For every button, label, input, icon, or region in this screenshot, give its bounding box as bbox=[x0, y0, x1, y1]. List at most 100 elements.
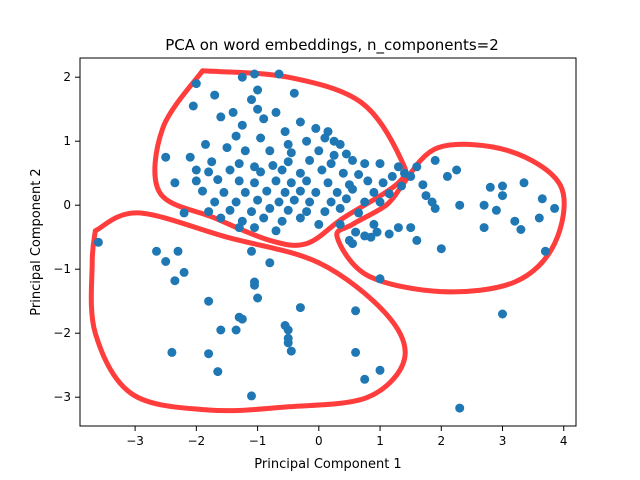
data-point bbox=[161, 152, 171, 162]
data-point bbox=[271, 176, 281, 186]
data-point bbox=[265, 258, 275, 268]
data-point bbox=[277, 165, 287, 175]
y-tick-label: −1 bbox=[53, 262, 71, 276]
data-point bbox=[247, 95, 256, 105]
data-point bbox=[185, 152, 195, 162]
data-point bbox=[335, 219, 345, 229]
data-point bbox=[231, 325, 241, 335]
data-point bbox=[498, 191, 507, 201]
data-point bbox=[326, 197, 336, 207]
data-point bbox=[237, 314, 247, 324]
data-point bbox=[277, 216, 287, 226]
data-point bbox=[210, 197, 220, 207]
data-point bbox=[222, 143, 232, 153]
data-point bbox=[286, 178, 296, 188]
data-point bbox=[268, 161, 278, 170]
data-point bbox=[479, 200, 489, 210]
data-point bbox=[498, 309, 507, 319]
data-point bbox=[256, 133, 266, 143]
data-point bbox=[418, 180, 428, 190]
data-point bbox=[540, 246, 550, 256]
data-point bbox=[406, 171, 416, 181]
data-point bbox=[204, 207, 214, 217]
y-axis-label: Principal Component 2 bbox=[29, 168, 44, 315]
data-point bbox=[314, 219, 324, 229]
data-point bbox=[295, 213, 305, 223]
data-point bbox=[326, 159, 336, 169]
data-point bbox=[360, 197, 370, 207]
points-layer bbox=[93, 69, 560, 413]
x-tick-label: 2 bbox=[437, 434, 445, 448]
data-point bbox=[311, 123, 321, 133]
data-point bbox=[283, 139, 293, 149]
data-point bbox=[335, 203, 345, 213]
data-point bbox=[375, 365, 385, 375]
data-point bbox=[412, 235, 422, 245]
data-point bbox=[207, 157, 217, 167]
data-point bbox=[201, 139, 210, 149]
data-point bbox=[360, 374, 370, 384]
data-point bbox=[320, 207, 330, 217]
y-tick-label: 0 bbox=[63, 198, 71, 212]
x-tick-label: −1 bbox=[249, 434, 267, 448]
data-point bbox=[323, 178, 333, 188]
data-point bbox=[360, 159, 370, 169]
data-point bbox=[295, 168, 305, 178]
data-point bbox=[387, 171, 397, 181]
data-point bbox=[341, 149, 351, 159]
data-point bbox=[338, 168, 348, 178]
data-point bbox=[173, 246, 183, 256]
data-point bbox=[286, 346, 296, 356]
data-point bbox=[198, 186, 207, 196]
data-point bbox=[265, 146, 275, 156]
cluster-outline-2 bbox=[334, 141, 567, 295]
data-point bbox=[286, 148, 296, 158]
data-point bbox=[240, 146, 250, 156]
data-point bbox=[274, 69, 284, 79]
data-point bbox=[283, 325, 293, 335]
data-point bbox=[348, 239, 357, 249]
data-point bbox=[421, 191, 431, 201]
data-point bbox=[250, 178, 259, 188]
data-point bbox=[213, 175, 223, 185]
data-point bbox=[250, 162, 259, 172]
data-point bbox=[280, 187, 290, 197]
data-point bbox=[363, 176, 373, 186]
data-point bbox=[295, 117, 305, 127]
data-point bbox=[375, 274, 385, 284]
data-point bbox=[537, 194, 547, 204]
data-point bbox=[289, 88, 299, 98]
data-point bbox=[283, 338, 293, 348]
data-point bbox=[179, 267, 189, 277]
data-point bbox=[191, 79, 201, 89]
data-point bbox=[436, 244, 446, 254]
x-tick-label: −3 bbox=[126, 434, 144, 448]
data-point bbox=[237, 72, 247, 82]
data-point bbox=[302, 136, 312, 146]
data-point bbox=[516, 225, 526, 234]
data-point bbox=[393, 223, 403, 233]
data-point bbox=[479, 223, 489, 233]
y-tick-label: 1 bbox=[63, 134, 71, 148]
data-point bbox=[354, 170, 364, 179]
data-point bbox=[274, 197, 284, 207]
data-point bbox=[491, 205, 501, 215]
data-point bbox=[237, 120, 247, 130]
data-point bbox=[351, 306, 361, 316]
data-point bbox=[335, 139, 345, 149]
y-tick-label: −2 bbox=[53, 326, 71, 340]
data-point bbox=[384, 229, 394, 239]
data-point bbox=[485, 182, 495, 192]
plot-frame bbox=[79, 57, 577, 427]
data-point bbox=[213, 367, 223, 377]
data-point bbox=[455, 200, 465, 210]
data-point bbox=[167, 347, 177, 357]
data-point bbox=[231, 131, 241, 141]
y-tick-label: 2 bbox=[63, 70, 71, 84]
data-point bbox=[234, 223, 244, 233]
data-point bbox=[372, 227, 382, 237]
data-point bbox=[550, 203, 560, 213]
data-point bbox=[256, 167, 266, 177]
data-point bbox=[360, 231, 370, 241]
data-point bbox=[348, 155, 357, 165]
